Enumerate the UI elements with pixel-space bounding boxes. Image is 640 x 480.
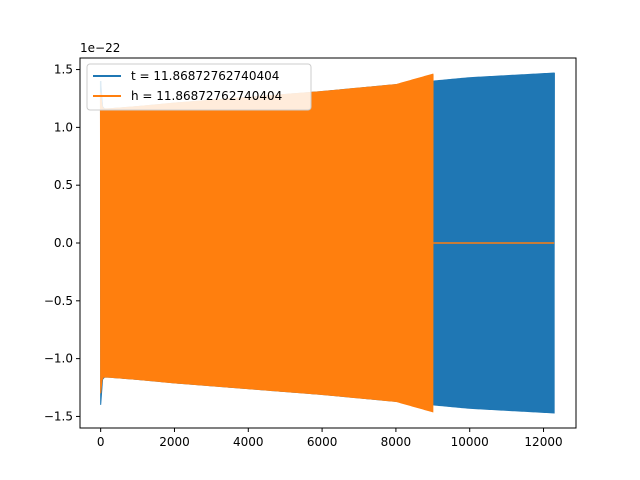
y-offset-text: 1e−22 (80, 41, 120, 55)
y-tick-label: −1.0 (44, 352, 73, 366)
y-tick-label: −0.5 (44, 294, 73, 308)
legend-label: t = 11.86872762740404 (131, 69, 279, 83)
x-axis-ticks: 0 2000 4000 6000 8000 10000 12000 (97, 428, 563, 449)
x-tick-label: 0 (97, 435, 105, 449)
y-axis-ticks: −1.5 −1.0 −0.5 0.0 0.5 1.0 1.5 (44, 63, 80, 423)
x-tick-label: 8000 (381, 435, 412, 449)
x-tick-label: 4000 (233, 435, 264, 449)
x-tick-label: 2000 (159, 435, 190, 449)
x-tick-label: 12000 (524, 435, 562, 449)
legend-box (86, 63, 312, 111)
y-tick-label: 1.5 (54, 63, 73, 77)
x-tick-label: 6000 (307, 435, 338, 449)
series-line (99, 74, 434, 412)
y-tick-label: 0.0 (54, 236, 73, 250)
y-tick-label: 1.0 (54, 120, 73, 134)
y-tick-label: 0.5 (54, 178, 73, 192)
legend-label: h = 11.86872762740404 (131, 89, 282, 103)
series-layer (99, 72, 555, 414)
y-tick-label: −1.5 (44, 409, 73, 423)
x-tick-label: 10000 (451, 435, 489, 449)
legend: t = 11.86872762740404 h = 11.868727627404… (86, 63, 312, 111)
